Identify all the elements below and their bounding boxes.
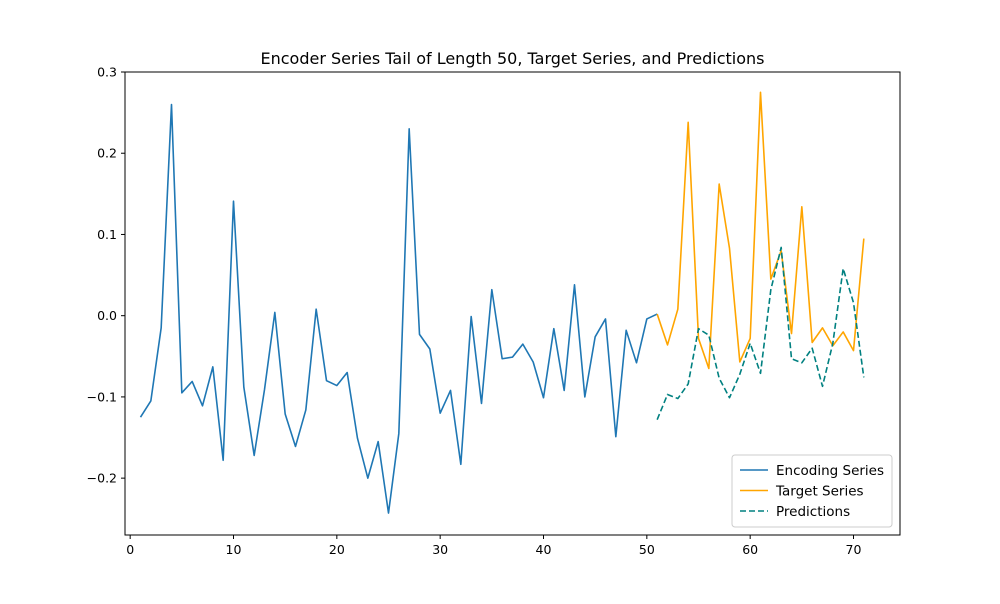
legend-label: Encoding Series	[776, 463, 884, 479]
legend: Encoding Series Target Series Predictions	[731, 454, 893, 528]
legend-box	[731, 454, 893, 528]
x-tick-label: 30	[432, 542, 448, 557]
x-tick-label: 40	[536, 542, 552, 557]
y-axis-ticks: −0.2 −0.1 0.0 0.1 0.2 0.3	[87, 65, 125, 486]
chart-title: Encoder Series Tail of Length 50, Target…	[261, 49, 765, 68]
x-tick-label: 0	[126, 542, 134, 557]
plot-area-frame	[124, 71, 901, 536]
legend-label: Target Series	[775, 484, 864, 500]
x-tick-label: 70	[846, 542, 862, 557]
y-tick-label: 0.3	[97, 65, 117, 80]
x-tick-label: 10	[226, 542, 242, 557]
y-tick-label: −0.1	[87, 389, 117, 404]
x-tick-label: 50	[639, 542, 655, 557]
x-tick-label: 60	[742, 542, 758, 557]
y-tick-label: 0.0	[97, 308, 117, 323]
legend-label: Predictions	[776, 504, 850, 520]
x-axis-ticks: 0 10 20 30 40 50 60 70	[126, 535, 861, 557]
predictions-line	[656, 246, 865, 420]
y-tick-label: 0.1	[97, 227, 117, 242]
target-series-line	[656, 91, 865, 370]
series-layer	[139, 91, 865, 514]
y-tick-label: −0.2	[87, 471, 117, 486]
encoding-series-line	[139, 103, 658, 514]
x-tick-label: 20	[329, 542, 345, 557]
y-tick-label: 0.2	[97, 146, 117, 161]
